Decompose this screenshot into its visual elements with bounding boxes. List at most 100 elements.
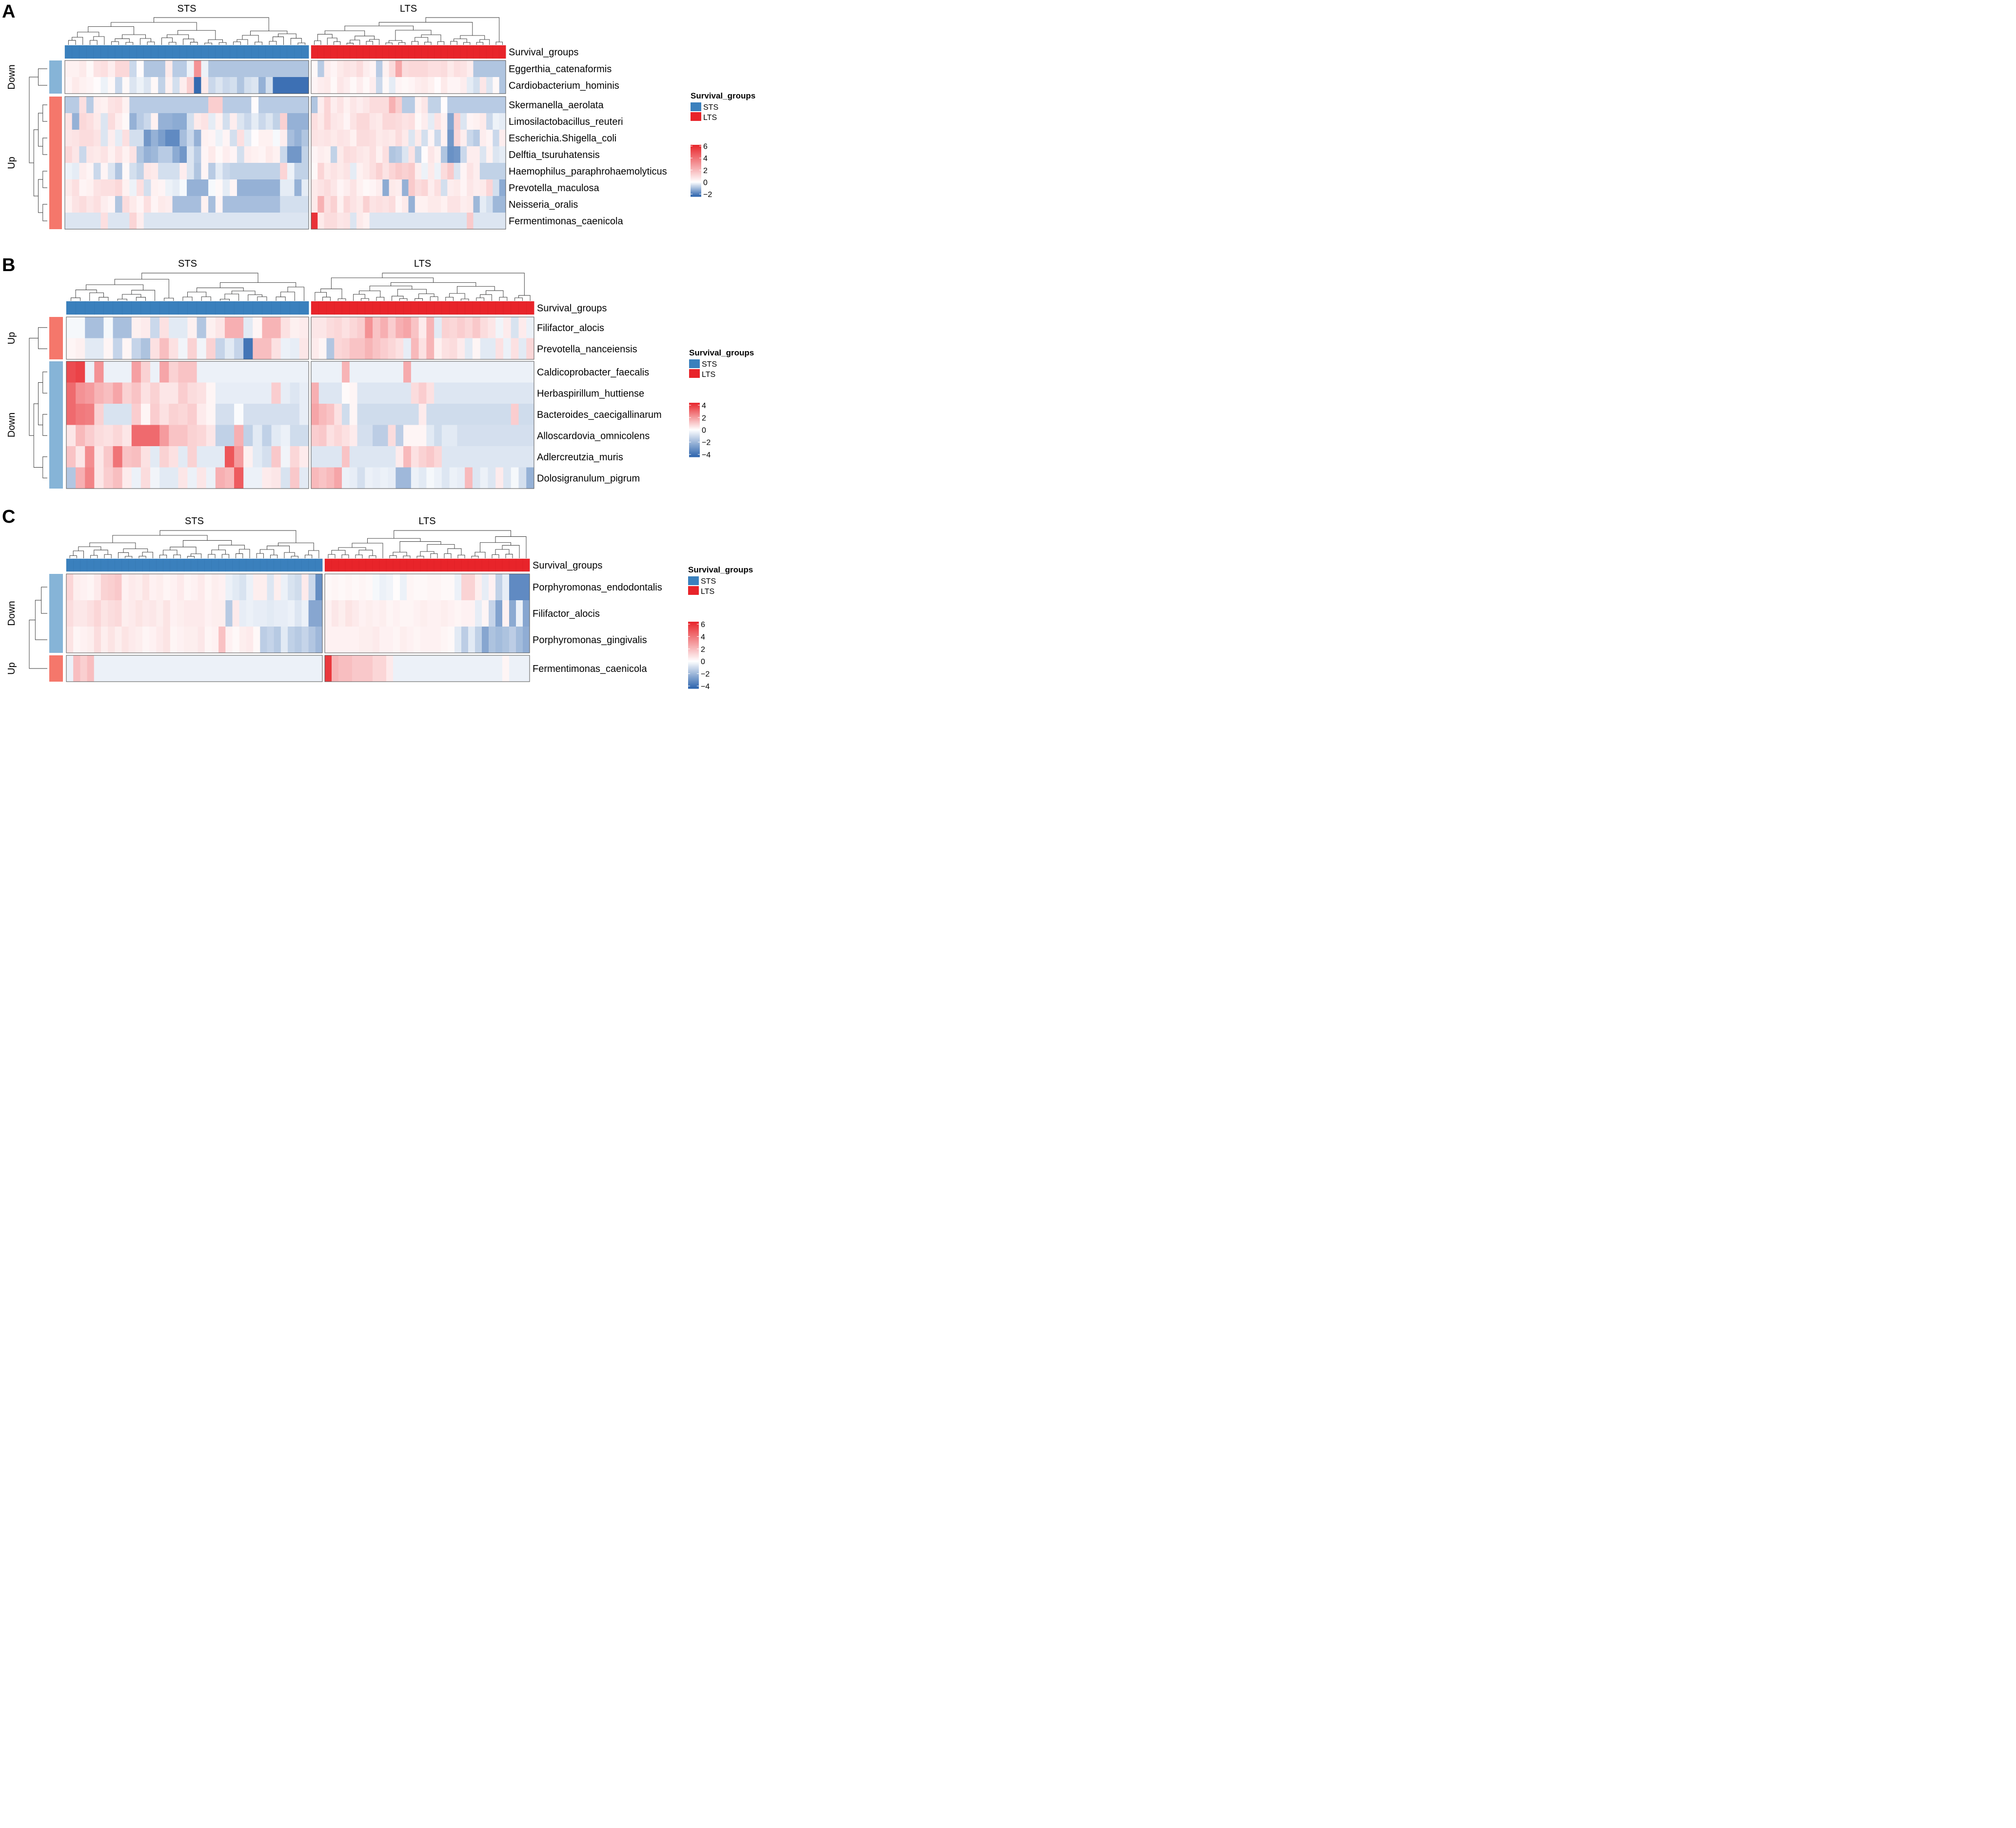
heat-cell	[280, 60, 288, 78]
annotation-cell-lts	[481, 558, 489, 572]
heat-cell	[486, 179, 493, 197]
heat-cell	[350, 130, 357, 147]
heat-cell	[158, 113, 166, 130]
color-scale-step	[688, 669, 699, 671]
heat-cell	[253, 655, 260, 682]
heat-cell	[150, 446, 160, 468]
heat-cell	[79, 130, 87, 147]
heat-cell	[457, 425, 465, 447]
heat-cell	[234, 425, 244, 447]
heat-cell	[94, 317, 104, 338]
row-label: Porphyromonas_endodontalis	[533, 582, 662, 593]
heat-cell	[421, 77, 428, 94]
heat-cell	[373, 317, 381, 338]
heat-cell	[108, 196, 116, 213]
heat-cell	[441, 361, 450, 383]
heat-cell	[262, 361, 272, 383]
annotation-cell-lts	[472, 301, 481, 315]
heat-cell	[215, 213, 223, 230]
heat-cell	[100, 60, 108, 78]
dendrogram-branch	[224, 294, 239, 301]
heat-cell	[208, 163, 216, 180]
heat-cell	[165, 163, 173, 180]
heat-cell	[150, 382, 160, 404]
heat-cell	[388, 467, 396, 489]
heat-cell	[441, 163, 448, 180]
heat-cell	[215, 425, 225, 447]
panel-b: B STS LTSSurvival_groupsFilifactor_alocisP…	[2, 255, 754, 489]
annotation-cell-lts	[389, 45, 396, 59]
heat-cell	[108, 655, 115, 682]
color-scale-step	[688, 668, 699, 670]
annotation-cell-sts	[149, 558, 157, 572]
color-scale-step	[689, 452, 700, 454]
color-scale-step	[689, 403, 700, 405]
heat-cell	[299, 382, 309, 404]
heat-cell	[499, 97, 506, 114]
group-title-lts: LTS	[418, 516, 435, 527]
heat-cell	[122, 446, 132, 468]
dendrogram-branch	[502, 545, 520, 558]
heat-cell	[163, 655, 171, 682]
heat-cell	[94, 655, 101, 682]
row-label: Dolosigranulum_pigrum	[537, 473, 640, 484]
annotation-cell-sts	[244, 45, 252, 59]
heat-cell	[122, 338, 132, 360]
color-scale-step	[691, 165, 701, 167]
dendrogram-branch	[449, 293, 465, 299]
color-scale-step	[691, 155, 701, 157]
color-scale-step	[688, 651, 699, 653]
heat-cell	[273, 130, 280, 147]
annotation-cell-lts	[427, 558, 435, 572]
heat-cell	[318, 338, 327, 360]
heat-cell	[208, 77, 216, 94]
heat-cell	[342, 338, 350, 360]
heat-cell	[225, 574, 233, 601]
heat-cell	[159, 382, 169, 404]
heat-cell	[218, 574, 226, 601]
legend-label-sts: STS	[701, 577, 716, 586]
heat-cell	[66, 404, 76, 425]
dendrogram-branch	[337, 298, 346, 301]
heat-cell	[198, 600, 205, 627]
annotation-cell-lts	[502, 558, 510, 572]
heat-cell	[369, 77, 376, 94]
color-scale-step	[691, 179, 701, 181]
heat-cell	[184, 655, 191, 682]
heat-cell	[318, 361, 327, 383]
heat-cell	[230, 113, 237, 130]
color-scale-step	[691, 162, 701, 163]
heat-cell	[388, 382, 396, 404]
heat-cell	[495, 382, 504, 404]
heat-cell	[169, 361, 178, 383]
dendrogram-branch	[367, 538, 421, 543]
heat-cell	[400, 574, 407, 601]
dendrogram-branch	[38, 68, 47, 86]
dendrogram-branch	[369, 286, 413, 291]
annotation-cell-lts	[341, 301, 350, 315]
heat-cell	[159, 317, 169, 338]
heat-cell	[301, 213, 309, 230]
color-scale-step	[688, 642, 699, 643]
heat-cell	[395, 338, 404, 360]
heat-cell	[479, 213, 487, 230]
heat-cell	[86, 97, 94, 114]
panel-a: A STS LTSSurvival_groupsEggerthia_catenafo…	[2, 1, 755, 230]
legend-label-lts: LTS	[701, 588, 714, 596]
color-scale-step	[688, 676, 699, 678]
heat-cell	[159, 425, 169, 447]
heat-cell	[253, 627, 260, 653]
annotation-cell-sts	[246, 558, 254, 572]
heat-cell	[518, 446, 527, 468]
heat-cell	[311, 60, 318, 78]
dendrogram-branch	[297, 42, 306, 45]
color-scale-tick-label: −2	[701, 670, 710, 679]
heat-cell	[159, 446, 169, 468]
heat-cell	[318, 467, 327, 489]
heat-cell	[334, 382, 342, 404]
side-annotation-bar	[49, 655, 63, 682]
color-scale-tick-label: 4	[701, 633, 705, 641]
heat-cell	[460, 130, 467, 147]
color-scale-step	[688, 656, 699, 658]
dendrogram-branch	[480, 542, 511, 552]
